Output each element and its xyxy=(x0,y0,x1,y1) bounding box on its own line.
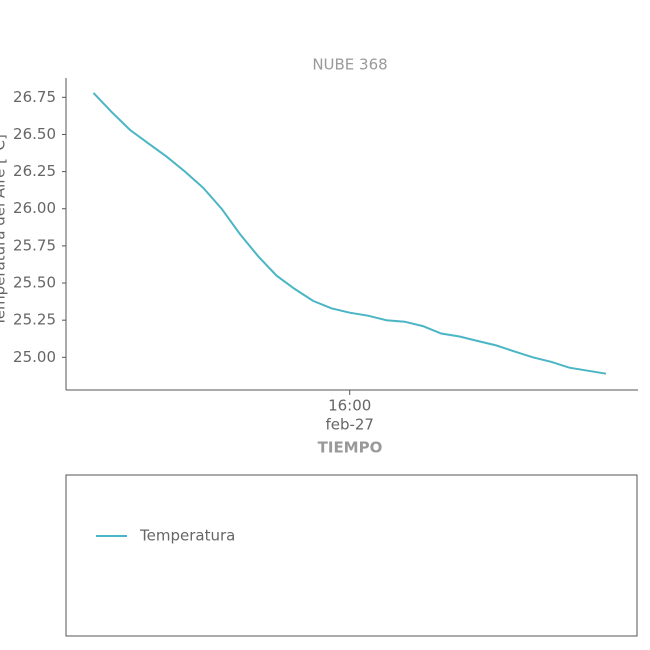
x-axis-label: TIEMPO xyxy=(318,439,383,457)
y-tick-label: 25.50 xyxy=(13,274,56,292)
y-tick-label: 25.00 xyxy=(13,348,56,366)
y-axis-label: Temperatura del Aire [°C] xyxy=(0,134,9,327)
legend-box xyxy=(65,474,638,637)
y-tick-label: 25.75 xyxy=(13,236,56,254)
y-tick-label: 25.25 xyxy=(13,311,56,329)
x-tick-label: 16:00 xyxy=(328,397,371,415)
legend-label: Temperatura xyxy=(139,527,235,545)
y-tick-label: 26.75 xyxy=(13,88,56,106)
y-tick-label: 26.50 xyxy=(13,125,56,143)
y-tick-label: 26.00 xyxy=(13,199,56,217)
y-tick-label: 26.25 xyxy=(13,162,56,180)
x-tick-sublabel: feb-27 xyxy=(325,416,374,434)
chart-title: NUBE 368 xyxy=(312,56,387,74)
data-line xyxy=(92,92,607,375)
